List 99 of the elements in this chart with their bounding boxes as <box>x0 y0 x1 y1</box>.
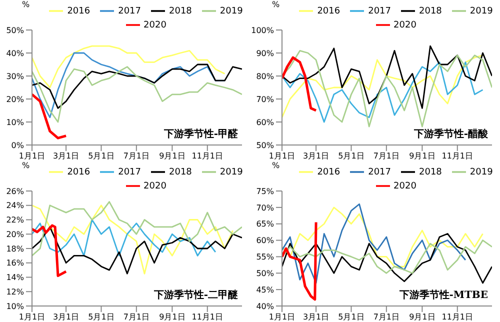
line-series <box>32 201 242 256</box>
y-tick-label: 20% <box>6 94 24 104</box>
y-tick-label: 100% <box>251 26 274 35</box>
y-tick-label: 40% <box>256 302 274 311</box>
x-tick-label: 1月1日 <box>268 312 296 322</box>
x-tick-label: 5月1日 <box>88 152 114 161</box>
y-axis-title: % <box>22 0 30 9</box>
legend-label: 2017 <box>368 167 391 178</box>
y-tick-label: 65% <box>256 220 274 229</box>
y-tick-label: 60% <box>256 118 274 127</box>
legend-label: 2017 <box>118 6 141 16</box>
y-tick-label: 0% <box>11 140 24 150</box>
y-tick-label: 24% <box>6 201 24 210</box>
legend-label: 2017 <box>368 6 391 16</box>
y-axis-title: % <box>22 161 30 170</box>
line-series <box>282 56 318 112</box>
legend-label: 2020 <box>144 181 166 192</box>
line-series <box>32 64 242 109</box>
y-tick-label: 10% <box>6 302 24 311</box>
line-series <box>282 54 484 118</box>
legend-label: 2020 <box>394 181 416 192</box>
legend-label: 2019 <box>220 6 243 16</box>
legend-label: 2019 <box>470 6 493 16</box>
y-tick-label: 18% <box>6 244 24 254</box>
x-tick-label: 5月1日 <box>88 312 114 322</box>
legend-label: 2016 <box>317 167 340 178</box>
y-tick-label: 12% <box>6 287 24 296</box>
y-tick-label: 22% <box>6 216 24 225</box>
x-tick-label: 7月1日 <box>373 312 400 322</box>
legend-label: 2017 <box>118 167 141 178</box>
x-tick-label: 7月1日 <box>123 312 150 322</box>
legend-label: 2016 <box>67 6 90 16</box>
y-tick-label: 90% <box>256 48 274 58</box>
x-tick-label: 11月1日 <box>192 152 224 161</box>
legend-label: 2018 <box>169 6 192 16</box>
y-tick-label: 50% <box>6 26 24 35</box>
y-tick-label: 75% <box>256 186 274 196</box>
line-series <box>282 206 484 268</box>
legend-label: 2016 <box>67 167 90 178</box>
line-series <box>32 204 234 274</box>
legend-label: 2019 <box>470 167 493 178</box>
legend-label: 2016 <box>317 6 340 16</box>
x-tick-label: 9月1日 <box>159 312 186 322</box>
line-series <box>32 45 226 88</box>
line-series <box>282 203 466 284</box>
x-tick-label: 11月1日 <box>442 312 474 322</box>
line-series <box>32 93 68 140</box>
text: 下游季节性-醋酸 <box>414 128 488 141</box>
text: 下游季节性-二甲醚 <box>154 288 238 302</box>
y-tick-label: 50% <box>256 268 274 278</box>
y-tick-label: 55% <box>256 252 274 262</box>
y-tick-label: 50% <box>256 140 274 150</box>
x-tick-label: 1月1日 <box>18 312 46 322</box>
legend-label: 2018 <box>169 167 192 178</box>
x-tick-label: 3月1日 <box>52 312 80 322</box>
line-series <box>282 62 484 123</box>
legend-label: 2018 <box>419 6 442 16</box>
text: 下游季节性-甲醛 <box>164 128 238 141</box>
line-series <box>32 226 242 274</box>
x-tick-label: 7月1日 <box>123 152 150 161</box>
legend-label: 2020 <box>394 20 416 30</box>
line-series <box>282 220 318 301</box>
y-axis-title: % <box>272 0 280 9</box>
legend-label: 2018 <box>419 167 442 178</box>
line-series <box>282 233 492 284</box>
y-tick-label: 80% <box>256 72 274 81</box>
y-tick-label: 20% <box>6 230 24 239</box>
line-series <box>32 224 68 278</box>
x-tick-label: 5月1日 <box>338 152 364 161</box>
y-tick-label: 70% <box>256 94 274 104</box>
x-tick-label: 3月1日 <box>302 312 330 322</box>
x-tick-label: 1月1日 <box>18 152 46 161</box>
x-tick-label: 3月1日 <box>52 152 80 161</box>
y-tick-label: 70% <box>256 203 274 212</box>
y-tick-label: 30% <box>6 72 24 81</box>
legend-label: 2019 <box>220 167 243 178</box>
line-series <box>282 240 492 274</box>
y-tick-label: 26% <box>6 186 24 196</box>
text: 下游季节性-MTBE <box>399 288 488 302</box>
x-tick-label: 5月1日 <box>338 312 364 322</box>
y-tick-label: 16% <box>6 258 24 268</box>
x-tick-label: 9月1日 <box>159 152 186 161</box>
line-series <box>282 45 492 109</box>
x-tick-label: 1月1日 <box>268 152 296 161</box>
line-series <box>32 219 216 256</box>
y-tick-label: 10% <box>6 118 24 127</box>
x-tick-label: 7月1日 <box>373 152 400 161</box>
x-tick-label: 9月1日 <box>409 312 436 322</box>
x-tick-label: 11月1日 <box>192 312 224 322</box>
y-tick-label: 60% <box>256 236 274 246</box>
x-tick-label: 11月1日 <box>442 152 474 161</box>
y-tick-label: 45% <box>256 285 274 294</box>
y-tick-label: 40% <box>6 48 24 58</box>
line-series <box>32 66 242 123</box>
legend-label: 2020 <box>144 20 166 30</box>
x-tick-label: 9月1日 <box>409 152 436 161</box>
y-axis-title: % <box>272 161 280 170</box>
y-tick-label: 14% <box>6 273 24 282</box>
x-tick-label: 3月1日 <box>302 152 330 161</box>
